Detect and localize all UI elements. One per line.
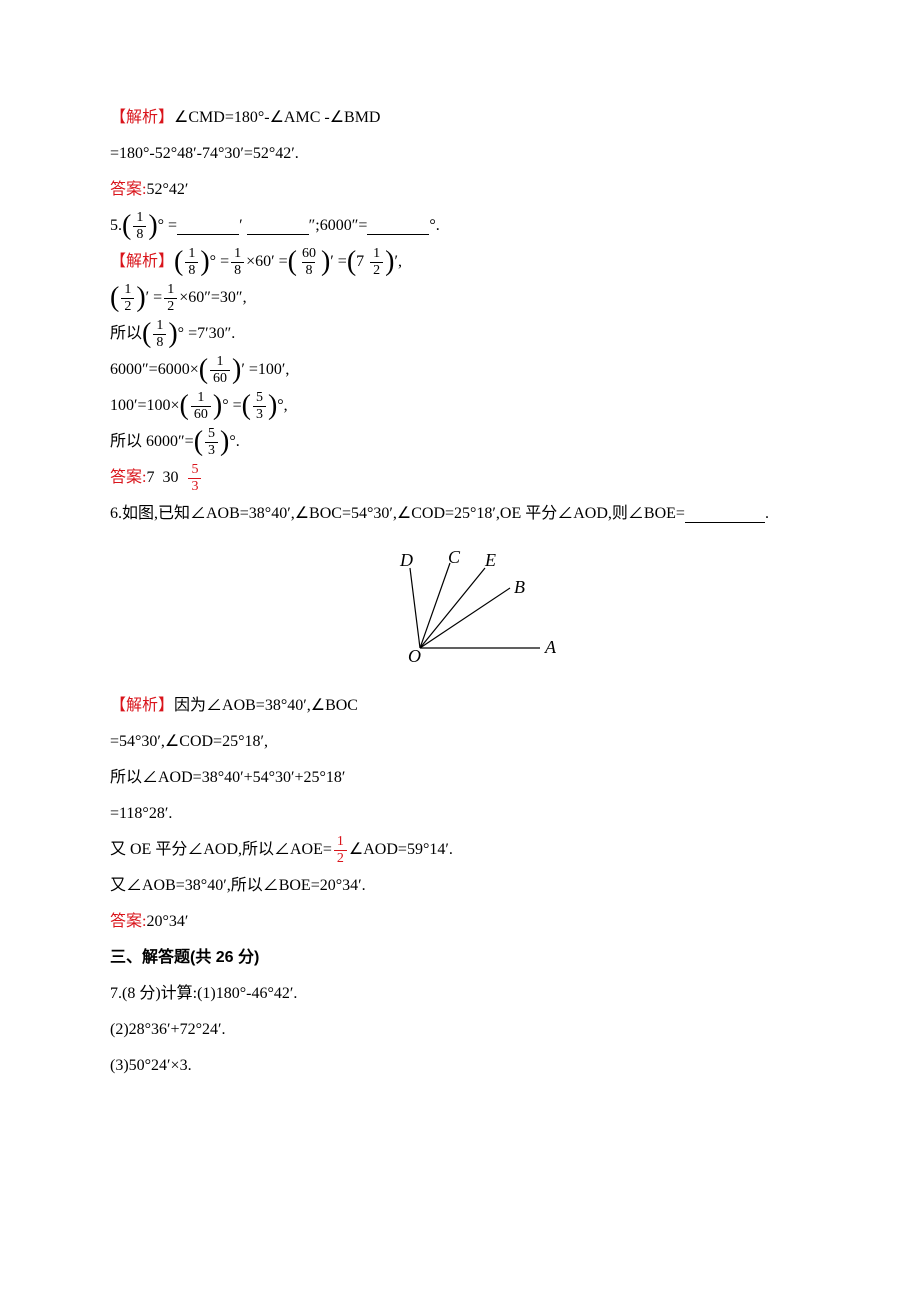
text: ′ =	[146, 280, 163, 315]
paren-fraction: ( 18 )	[122, 211, 158, 242]
text: ′,	[394, 244, 402, 279]
solution-5-line-4: 6000″=6000× ( 160 ) ′ =100′,	[110, 352, 810, 388]
answer-5: 答案: 7 30 53	[110, 460, 810, 496]
text: 所以 6000″=	[110, 424, 194, 459]
solution-6-line-1: 【解析】 因为∠AOB=38°40′,∠BOC	[110, 688, 810, 724]
solution-6-line-5: 又 OE 平分∠AOD,所以∠AOE= 12 ∠AOD=59°14′.	[110, 832, 810, 868]
blank	[685, 505, 765, 523]
svg-text:E: E	[484, 550, 496, 570]
solution-6-line-2: =54°30′,∠COD=25°18′,	[110, 724, 810, 760]
text: ∠AOD=59°14′.	[349, 832, 453, 867]
paren-fraction: ( 53 )	[242, 391, 278, 422]
text: 因为∠AOB=38°40′,∠BOC	[174, 688, 358, 723]
solution-5-line-6: 所以 6000″= ( 53 ) °.	[110, 424, 810, 460]
text: ° =7′30″.	[178, 316, 236, 351]
paren-fraction: ( 18 )	[142, 319, 178, 350]
text: 又 OE 平分∠AOD,所以∠AOE=	[110, 832, 332, 867]
solution-line-2: =180°-52°48′-74°30′=52°42′.	[110, 136, 810, 172]
blank	[177, 217, 239, 235]
paren-fraction: ( 53 )	[194, 427, 230, 458]
answer-6: 答案: 20°34′	[110, 904, 810, 940]
text: ×60″=30″,	[179, 280, 246, 315]
fraction: 12	[334, 835, 347, 866]
text: .	[765, 496, 769, 531]
text: 7.(8 分)计算:(1)180°-46°42′.	[110, 976, 297, 1011]
text: °,	[277, 388, 287, 423]
question-6: 6.如图,已知∠AOB=38°40′,∠BOC=54°30′,∠COD=25°1…	[110, 496, 810, 532]
question-7-1: 7.(8 分)计算:(1)180°-46°42′.	[110, 976, 810, 1012]
label-analysis: 【解析】	[110, 688, 174, 723]
text: °.	[429, 208, 439, 243]
solution-5-line-2: ( 12 ) ′ = 12 ×60″=30″,	[110, 280, 810, 316]
text: ∠CMD=180°-∠AMC -∠BMD	[174, 100, 380, 135]
text: ×60′ =	[246, 244, 288, 279]
text: ′	[239, 208, 247, 243]
paren-fraction: ( 160 )	[199, 355, 242, 386]
angle-diagram: O A B E C D	[110, 548, 810, 668]
heading: 三、解答题(共 26 分)	[110, 940, 259, 975]
question-7-2: (2)28°36′+72°24′.	[110, 1012, 810, 1048]
text: =118°28′.	[110, 796, 172, 831]
text: (2)28°36′+72°24′.	[110, 1012, 225, 1047]
svg-text:O: O	[408, 646, 421, 666]
solution-6-line-3: 所以∠AOD=38°40′+54°30′+25°18′	[110, 760, 810, 796]
paren-fraction: ( 160 )	[180, 391, 223, 422]
text: ° =	[210, 244, 229, 279]
text: °.	[229, 424, 239, 459]
label-analysis: 【解析】	[110, 100, 174, 135]
text: 又∠AOB=38°40′,所以∠BOE=20°34′.	[110, 868, 366, 903]
fraction: 53	[188, 463, 201, 494]
blank	[247, 217, 309, 235]
solution-line-1: 【解析】 ∠CMD=180°-∠AMC -∠BMD	[110, 100, 810, 136]
section-heading-3: 三、解答题(共 26 分)	[110, 940, 810, 976]
svg-text:A: A	[544, 637, 557, 657]
solution-5-line-5: 100′=100× ( 160 ) ° = ( 53 ) °,	[110, 388, 810, 424]
text: 6000″=6000×	[110, 352, 199, 387]
fraction: 12	[164, 283, 177, 314]
question-7-3: (3)50°24′×3.	[110, 1048, 810, 1084]
text: 6.如图,已知∠AOB=38°40′,∠BOC=54°30′,∠COD=25°1…	[110, 496, 685, 531]
text: 所以∠AOD=38°40′+54°30′+25°18′	[110, 760, 345, 795]
solution-5-line-3: 所以 ( 18 ) ° =7′30″.	[110, 316, 810, 352]
label-answer: 答案:	[110, 172, 146, 207]
question-5: 5. ( 18 ) ° = ′ ″;6000″= °.	[110, 208, 810, 244]
solution-5-line-1: 【解析】 ( 18 ) ° = 18 ×60′ = ( 608 ) ′ = ( …	[110, 244, 810, 280]
text: ′ =100′,	[241, 352, 289, 387]
blank	[367, 217, 429, 235]
text: ° =	[158, 208, 177, 243]
text: ″;6000″=	[309, 208, 368, 243]
text: ′ =	[330, 244, 347, 279]
paren-fraction: ( 18 )	[174, 247, 210, 278]
text: 所以	[110, 316, 142, 351]
answer-line: 答案: 52°42′	[110, 172, 810, 208]
svg-text:C: C	[448, 548, 461, 567]
text: 100′=100×	[110, 388, 180, 423]
paren-fraction: ( 12 )	[110, 283, 146, 314]
text: ° =	[222, 388, 241, 423]
text: 20°34′	[146, 904, 188, 939]
label-analysis: 【解析】	[110, 244, 174, 279]
solution-6-line-4: =118°28′.	[110, 796, 810, 832]
text: 5.	[110, 208, 122, 243]
text: =54°30′,∠COD=25°18′,	[110, 724, 268, 759]
text: =180°-52°48′-74°30′=52°42′.	[110, 136, 299, 171]
label-answer: 答案:	[110, 904, 146, 939]
label-answer: 答案:	[110, 460, 146, 495]
text: 52°42′	[146, 172, 188, 207]
svg-text:D: D	[399, 550, 413, 570]
svg-text:B: B	[514, 577, 525, 597]
solution-6-line-6: 又∠AOB=38°40′,所以∠BOE=20°34′.	[110, 868, 810, 904]
paren-fraction: ( 7 12 )	[347, 244, 395, 279]
paren-fraction: ( 608 )	[288, 247, 331, 278]
text: (3)50°24′×3.	[110, 1048, 192, 1083]
fraction: 18	[231, 247, 244, 278]
text: 7 30	[146, 460, 186, 495]
